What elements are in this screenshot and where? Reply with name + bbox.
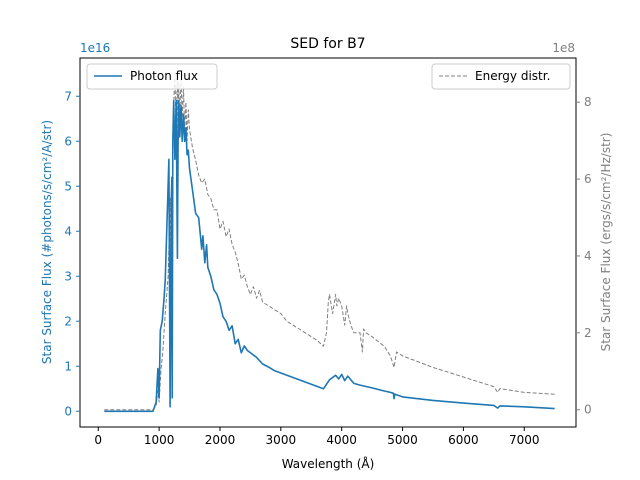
right-y-axis: 0 2 4 6 8 <box>576 95 592 417</box>
right-y-tick-label: 4 <box>584 249 592 263</box>
x-tick-label: 5000 <box>387 433 418 447</box>
x-tick-label: 4000 <box>326 433 357 447</box>
left-y-axis: 0 1 2 3 4 5 6 7 <box>64 89 80 418</box>
legend-photon-label: Photon flux <box>130 69 198 83</box>
right-y-tick-label: 8 <box>584 95 592 109</box>
left-y-tick-label: 5 <box>64 179 72 193</box>
x-tick-label: 2000 <box>205 433 236 447</box>
chart-title: SED for B7 <box>290 36 365 52</box>
left-y-tick-label: 1 <box>64 359 72 373</box>
legend-photon-box <box>86 63 218 90</box>
right-y-tick-label: 2 <box>584 326 592 340</box>
left-y-tick-label: 3 <box>64 269 72 283</box>
legend-energy-distr: Energy distr. <box>431 63 571 90</box>
x-axis: 0 1000 2000 3000 4000 5000 6000 7000 <box>94 427 540 447</box>
left-y-tick-label: 4 <box>64 224 72 238</box>
left-axis-exponent: 1e16 <box>80 41 110 55</box>
x-tick-label: 6000 <box>448 433 479 447</box>
legend-energy-label: Energy distr. <box>475 69 550 83</box>
right-y-axis-label: Star Surface Flux (ergs/s/cm²/Hz/str) <box>599 133 613 352</box>
right-y-tick-label: 0 <box>584 403 592 417</box>
x-tick-label: 1000 <box>144 433 175 447</box>
legend-energy-box <box>431 63 571 90</box>
left-y-tick-label: 6 <box>64 134 72 148</box>
left-y-tick-label: 0 <box>64 404 72 418</box>
left-y-tick-label: 2 <box>64 314 72 328</box>
left-y-axis-label: Star Surface Flux (#photons/s/cm²/A/str) <box>40 120 54 364</box>
legend-photon-flux: Photon flux <box>86 63 218 90</box>
energy-distr-line <box>104 67 555 411</box>
right-y-tick-label: 6 <box>584 172 592 186</box>
photon-flux-line <box>104 99 555 413</box>
series-layer <box>104 67 555 413</box>
left-y-tick-label: 7 <box>64 89 72 103</box>
right-axis-exponent: 1e8 <box>552 41 575 55</box>
x-tick-label: 0 <box>94 433 102 447</box>
x-tick-label: 3000 <box>266 433 297 447</box>
x-tick-label: 7000 <box>509 433 540 447</box>
plot-frame <box>79 57 577 428</box>
x-axis-label: Wavelength (Å) <box>282 456 375 471</box>
